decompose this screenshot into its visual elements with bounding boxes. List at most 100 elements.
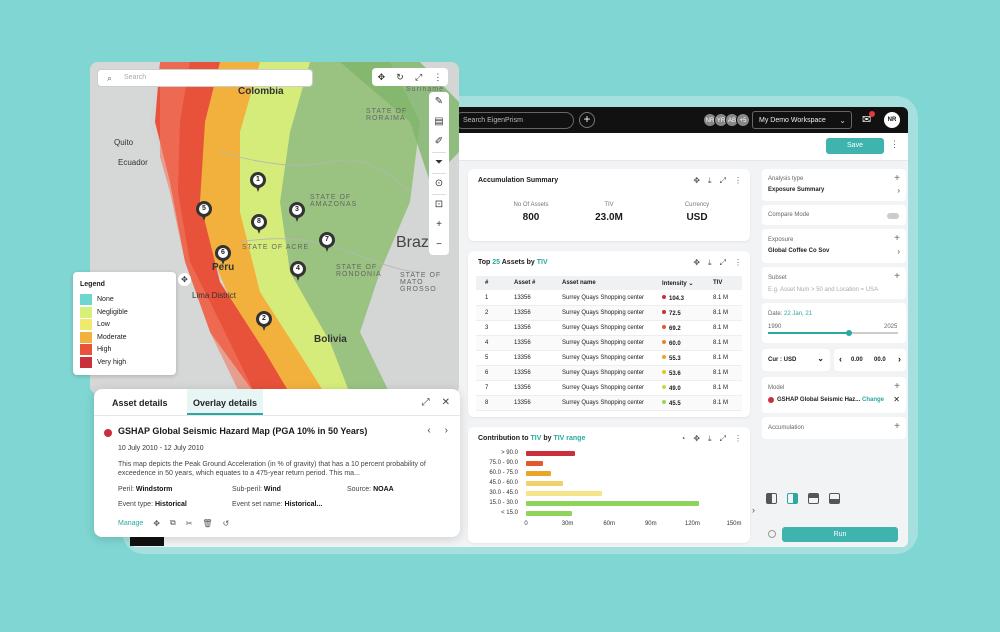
draw-icon[interactable]: ✐ (434, 136, 444, 147)
more-options-icon[interactable]: ⋮ (890, 139, 899, 149)
chevron-right-icon[interactable]: › (898, 354, 901, 364)
asset-pin[interactable]: 2 (256, 311, 272, 331)
chevron-left-icon[interactable]: ‹ (427, 425, 431, 436)
add-icon[interactable]: + (894, 173, 900, 184)
move-icon[interactable]: ✥ (153, 518, 160, 528)
tab-asset-details[interactable]: Asset details (112, 398, 168, 408)
asset-pin[interactable]: 1 (250, 172, 266, 192)
range-max[interactable]: 00.0 (874, 357, 886, 363)
chevron-left-icon[interactable]: ‹ (839, 354, 842, 364)
range-min[interactable]: 0.00 (851, 357, 863, 363)
date-slider[interactable] (768, 330, 898, 336)
close-icon[interactable]: ✕ (893, 395, 900, 404)
table-row[interactable]: 1 13356 Surrey Quays Shopping center 104.3 8… (476, 291, 742, 306)
ruler-icon[interactable]: ✎ (434, 96, 444, 107)
run-button[interactable]: Run (782, 527, 898, 542)
undo-icon[interactable]: ↺ (222, 518, 230, 528)
refresh-icon[interactable]: ↻ (396, 71, 404, 82)
chevron-right-icon[interactable]: › (897, 247, 900, 256)
chevron-right-icon[interactable]: › (444, 425, 448, 436)
download-icon[interactable]: ⤓ (708, 434, 712, 443)
compare-mode-toggle[interactable] (887, 213, 899, 219)
bar[interactable] (526, 501, 700, 506)
avatar-more[interactable]: +5 (736, 113, 750, 127)
bar[interactable] (526, 451, 575, 456)
zoom-out-icon[interactable]: − (436, 239, 442, 250)
table-row[interactable]: 5 13356 Surrey Quays Shopping center 55.3 8.… (476, 351, 742, 366)
bar[interactable] (526, 471, 551, 476)
select-icon[interactable]: ⊡ (434, 199, 444, 210)
global-search-input[interactable]: Search EigenPrism (454, 112, 574, 129)
workspace-select[interactable]: My Demo Workspace ⌄ (752, 111, 852, 129)
zoom-in-icon[interactable]: + (436, 219, 442, 230)
table-row[interactable]: 4 13356 Surrey Quays Shopping center 60.0 8.… (476, 336, 742, 351)
more-options-icon[interactable]: ⋮ (734, 434, 742, 443)
layout-grid-icon[interactable] (808, 493, 819, 504)
bar[interactable] (526, 491, 603, 496)
more-options-icon[interactable]: ⋮ (734, 176, 742, 185)
expand-icon[interactable]: ⤢ (415, 71, 423, 82)
layout-quad-icon[interactable] (829, 493, 840, 504)
table-row[interactable]: 8 13356 Surrey Quays Shopping center 45.5 8.… (476, 396, 742, 411)
more-options-icon[interactable]: ⋮ (433, 71, 443, 82)
mail-icon[interactable]: ✉ (862, 114, 872, 126)
save-button[interactable]: Save (826, 138, 884, 154)
layout-split-icon[interactable] (766, 493, 777, 504)
copy-icon[interactable]: ⧉ (170, 518, 176, 527)
asset-pin[interactable]: 5 (196, 201, 212, 221)
delete-icon[interactable]: 🗑 (202, 518, 213, 528)
currency-select[interactable]: Cur : USD ⌄ (762, 349, 830, 371)
move-icon[interactable]: ✥ (693, 258, 701, 267)
hazard-map[interactable]: Brazi Colombia Suriname STATE OF RORAIMA… (90, 62, 459, 394)
layers-icon[interactable]: ▤ (434, 116, 444, 127)
chevron-right-icon[interactable]: › (897, 186, 900, 195)
add-icon[interactable]: + (894, 233, 900, 244)
slider-handle[interactable] (845, 330, 852, 336)
add-icon[interactable]: + (894, 381, 900, 392)
table-row[interactable]: 6 13356 Surrey Quays Shopping center 53.6 8.… (476, 366, 742, 381)
bar[interactable] (526, 511, 572, 516)
filter-icon[interactable]: ⏷ (435, 157, 443, 168)
intensity-sort-header[interactable]: Intensity ⌄ (662, 280, 693, 287)
table-row[interactable]: 3 13356 Surrey Quays Shopping center 69.2 8.… (476, 321, 742, 336)
asset-pin[interactable]: 3 (289, 202, 305, 222)
bar[interactable] (526, 461, 543, 466)
expand-icon[interactable]: ⤢ (719, 176, 726, 185)
move-icon[interactable]: ✥ (693, 434, 701, 443)
add-icon[interactable]: + (894, 271, 900, 282)
expand-icon[interactable]: ⤢ (719, 434, 726, 443)
range-selector[interactable]: TIV range (553, 435, 586, 442)
subset-input[interactable]: E.g. Asset Num > 50 and Location = USA (768, 287, 879, 293)
collaborator-avatars[interactable]: NR YR AB +5 (703, 113, 750, 127)
expand-icon[interactable]: ⤢ (421, 397, 430, 408)
user-avatar[interactable]: NR (884, 112, 900, 128)
table-row[interactable]: 2 13356 Surrey Quays Shopping center 72.5 8.… (476, 306, 742, 321)
locate-icon[interactable]: ⊙ (434, 178, 444, 189)
collapse-chevron-icon[interactable]: › (752, 505, 755, 515)
change-model-link[interactable]: Change (862, 397, 885, 403)
asset-pin[interactable]: 7 (319, 232, 335, 252)
analysis-type-section[interactable]: Analysis type Exposure Summary + › (762, 169, 906, 201)
tab-overlay-details[interactable]: Overlay details (187, 389, 263, 415)
asset-pin[interactable]: 6 (215, 245, 231, 265)
move-icon[interactable]: ✥ (693, 176, 701, 185)
asset-pin[interactable]: 4 (290, 261, 306, 281)
layout-panel-icon[interactable] (787, 493, 798, 504)
asset-pin[interactable]: 8 (251, 214, 267, 234)
run-option-radio[interactable] (768, 530, 776, 538)
metric-selector[interactable]: TIV (530, 435, 542, 442)
download-icon[interactable]: ⤓ (708, 258, 712, 267)
range-input[interactable]: ‹ 0.00 00.0 › (834, 349, 906, 371)
bar[interactable] (526, 481, 564, 486)
tools-icon[interactable]: ✂ (185, 518, 193, 528)
move-icon[interactable]: ✥ (377, 71, 386, 82)
add-icon[interactable]: + (894, 421, 900, 432)
top-count-selector[interactable]: 25 (492, 259, 501, 266)
move-icon[interactable]: ✥ (178, 273, 191, 286)
exposure-section[interactable]: Exposure Global Coffee Co Sov + › (762, 229, 906, 263)
map-search-input[interactable]: ⌕ Search (97, 69, 313, 87)
table-row[interactable]: 7 13356 Surrey Quays Shopping center 49.0 8.… (476, 381, 742, 396)
download-icon[interactable]: ⤓ (708, 176, 712, 185)
manage-link[interactable]: Manage (118, 519, 144, 527)
metric-selector[interactable]: TIV (536, 259, 548, 266)
